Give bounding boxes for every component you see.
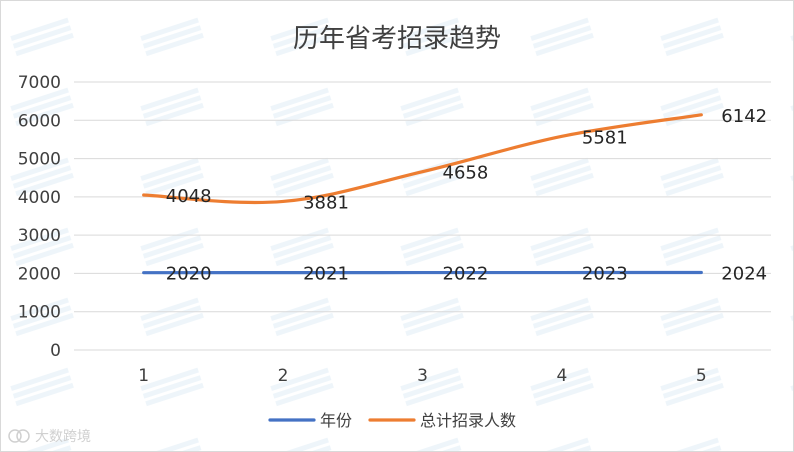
x-tick-label: 3 xyxy=(417,366,428,386)
y-tick-label: 5000 xyxy=(18,150,61,170)
data-label: 2020 xyxy=(166,264,212,285)
watermark: 大数跨境 xyxy=(8,429,91,445)
data-label: 5581 xyxy=(582,127,628,148)
x-tick-label: 2 xyxy=(278,366,289,386)
data-label: 2022 xyxy=(443,264,489,285)
y-tick-label: 0 xyxy=(50,341,61,361)
y-tick-label: 4000 xyxy=(18,188,61,208)
y-tick-label: 1000 xyxy=(18,303,61,323)
data-label: 4048 xyxy=(166,186,212,207)
y-tick-label: 6000 xyxy=(18,111,61,131)
data-label: 2021 xyxy=(303,264,349,285)
y-tick-label: 3000 xyxy=(18,226,61,246)
x-tick-label: 5 xyxy=(696,366,707,386)
series-line-2 xyxy=(142,113,703,205)
x-tick-label: 4 xyxy=(556,366,567,386)
legend-label-2: 总计招录人数 xyxy=(420,411,516,430)
legend-label-1: 年份 xyxy=(320,411,352,430)
chart-title: 历年省考招录趋势 xyxy=(293,24,501,54)
data-label: 6142 xyxy=(721,106,767,127)
data-label: 3881 xyxy=(303,192,349,213)
x-tick-label: 1 xyxy=(138,366,149,386)
watermark-text: 大数跨境 xyxy=(35,429,91,445)
data-label: 4658 xyxy=(443,163,489,184)
y-tick-label: 7000 xyxy=(18,73,61,93)
y-tick-label: 2000 xyxy=(18,264,61,284)
data-label: 2023 xyxy=(582,264,628,285)
data-label: 2024 xyxy=(721,264,767,285)
